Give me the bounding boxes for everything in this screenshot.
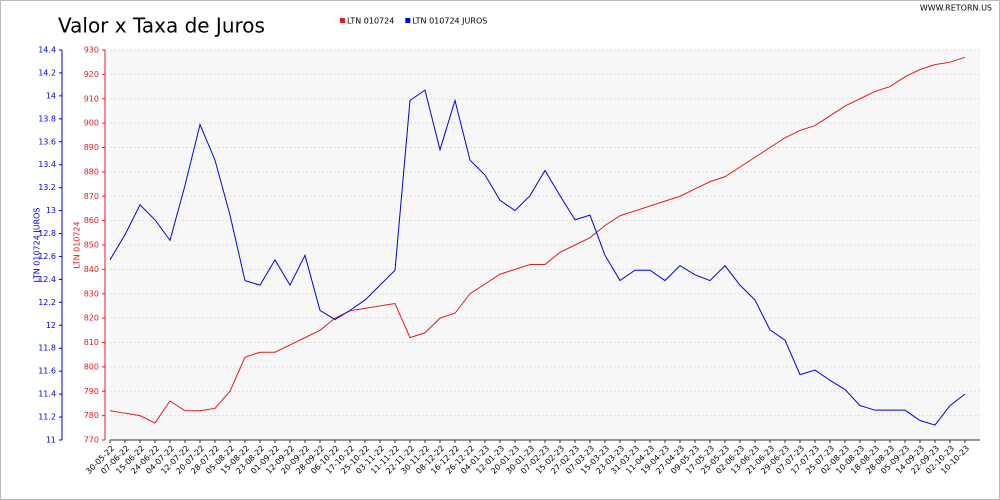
y2-tick-label: 12.2	[38, 298, 56, 307]
y2-tick-label: 11	[46, 436, 56, 445]
y2-tick-label: 13.4	[38, 160, 56, 169]
y2-tick-label: 13.8	[38, 114, 56, 123]
y-tick-label: 800	[84, 362, 99, 371]
y-tick-label: 840	[84, 265, 99, 274]
y-tick-label: 780	[84, 411, 99, 420]
y2-tick-label: 11.6	[38, 367, 56, 376]
y2-tick-label: 13.2	[38, 183, 56, 192]
y-tick-label: 810	[84, 338, 99, 347]
plot-area	[110, 50, 980, 440]
y-tick-label: 890	[84, 143, 99, 152]
y-tick-label: 930	[84, 46, 99, 55]
y2-tick-label: 14.2	[38, 68, 56, 77]
y2-tick-label: 12	[46, 321, 56, 330]
y2-tick-label: 12.6	[38, 252, 56, 261]
y-tick-label: 910	[84, 94, 99, 103]
chart-title: Valor x Taxa de Juros	[58, 14, 265, 38]
y2-tick-label: 11.8	[38, 344, 56, 353]
legend-label: LTN 010724	[347, 17, 394, 26]
series-line	[109, 56, 966, 424]
legend-swatch	[340, 18, 345, 23]
y-tick-label: 830	[84, 289, 99, 298]
y-tick-label: 880	[84, 167, 99, 176]
y2-axis-title: LTN 010724 JUROS	[33, 208, 42, 283]
y2-tick-label: 12.8	[38, 229, 56, 238]
y-tick-label: 820	[84, 314, 99, 323]
y2-tick-label: 12.4	[38, 275, 56, 284]
series-line	[109, 89, 966, 426]
legend-swatch	[405, 18, 411, 23]
y2-tick-label: 14	[46, 91, 56, 100]
y2-tick-label: 13	[46, 206, 56, 215]
y2-tick-label: 11.2	[38, 413, 56, 422]
y-tick-label: 770	[84, 436, 99, 445]
y-tick-label: 920	[84, 70, 99, 79]
y2-tick-label: 14.4	[38, 46, 56, 55]
y-axis-title: LTN 010724	[73, 221, 82, 268]
y-tick-label: 900	[84, 119, 99, 128]
y-tick-label: 850	[84, 241, 99, 250]
y-tick-label: 860	[84, 216, 99, 225]
y-tick-label: 790	[84, 387, 99, 396]
source: WWW.RETORN.US	[920, 4, 992, 13]
legend-label: LTN 010724 JUROS	[412, 17, 487, 26]
y2-tick-label: 11.4	[38, 390, 56, 399]
y2-tick-label: 13.6	[38, 137, 56, 146]
y-tick-label: 870	[84, 192, 99, 201]
